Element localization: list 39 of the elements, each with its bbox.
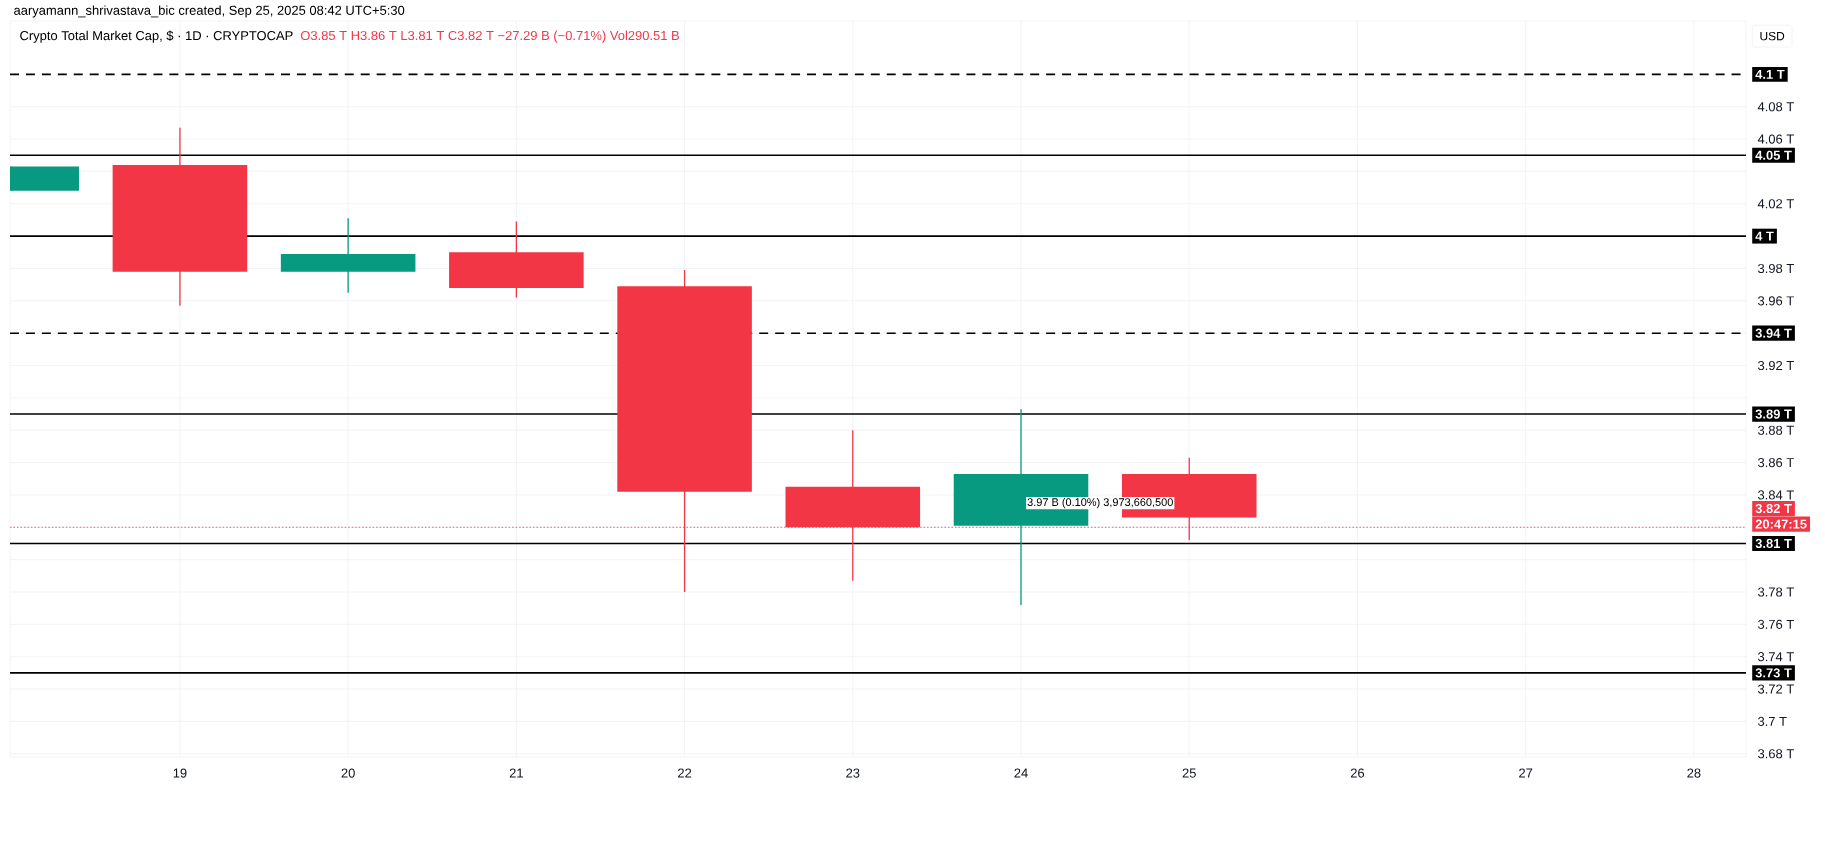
ref-line-label: 4.1 T: [1755, 69, 1785, 79]
y-tick-label: 3.96 T: [1758, 296, 1794, 306]
y-tick-label: 3.92 T: [1758, 360, 1794, 371]
x-tick-label: 26: [1350, 768, 1365, 778]
y-tick-label: 3.72 T: [1758, 684, 1794, 694]
text: aaryamann_shrivastava_bic created, Sep 25, 2025 08:42 UTC+5:30: [14, 5, 405, 18]
y-tick-label: 4.06 T: [1757, 134, 1794, 144]
y-tick-label: 3.76 T: [1758, 619, 1794, 629]
ref-line-label: 3.81 T: [1755, 538, 1792, 549]
y-tick-label: 4.02 T: [1757, 199, 1794, 209]
x-tick-label: 28: [1687, 768, 1701, 778]
text: Crypto Total Market Cap, $ · 1D · CRYPTOCAP: [20, 30, 293, 43]
ref-line-label: 3.94 T: [1755, 328, 1792, 338]
ref-line-label: 4.05 T: [1755, 150, 1792, 160]
y-tick-label: 4.08 T: [1757, 102, 1794, 112]
y-tick-label: 3.98 T: [1758, 263, 1794, 274]
text: USD: [1760, 31, 1785, 41]
x-tick-label: 27: [1519, 768, 1533, 778]
text: 20:47:15: [1755, 519, 1807, 529]
ref-line-label: 3.82 T: [1755, 503, 1792, 514]
y-tick-label: 3.74 T: [1758, 652, 1794, 662]
x-tick-label: 25: [1182, 768, 1196, 778]
x-tick-label: 23: [846, 768, 860, 778]
x-tick-label: 24: [1014, 768, 1028, 778]
ref-line-label: 3.73 T: [1755, 668, 1792, 678]
y-tick-label: 3.7 T: [1758, 716, 1787, 726]
y-tick-label: 3.88 T: [1758, 425, 1794, 435]
ref-line-label: 3.89 T: [1755, 409, 1792, 419]
x-tick-label: 20: [341, 768, 355, 778]
x-tick-label: 22: [678, 768, 692, 778]
y-tick-label: 3.86 T: [1758, 458, 1794, 468]
y-tick-label: 3.78 T: [1758, 587, 1794, 597]
y-tick-label: 3.84 T: [1758, 490, 1794, 500]
text: O3.85 T H3.86 T L3.81 T C3.82 T −27.29 B (−0.71%) Vol290.51 B: [300, 30, 679, 43]
annotation: 3.97 B (0.10%) 3,973,660,500: [1027, 497, 1173, 509]
ref-line-label: 4 T: [1755, 231, 1774, 241]
y-tick-label: 3.68 T: [1758, 749, 1794, 759]
x-tick-label: 19: [173, 768, 187, 778]
x-tick-label: 21: [509, 768, 523, 778]
